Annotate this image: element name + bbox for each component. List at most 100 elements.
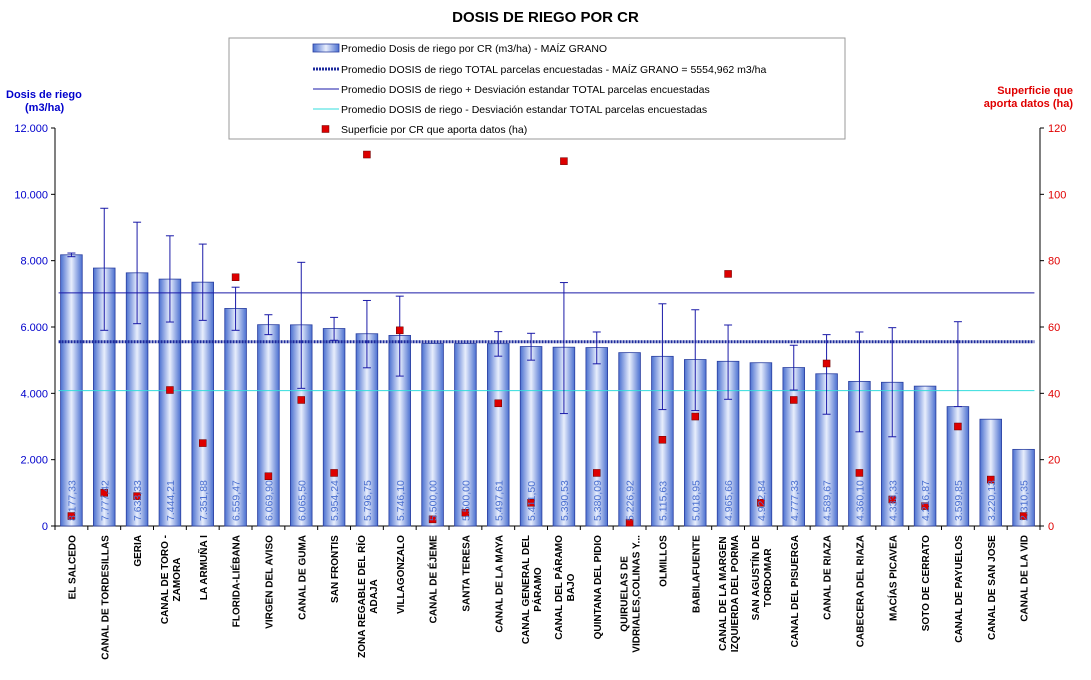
category-label-line: CANAL DEL PISUERGA — [790, 535, 801, 647]
category-label-23: CANAL DEL PISUERGA — [790, 535, 801, 647]
category-label-18: QUIRUELAS DEVIDRIALES,COLINAS Y... — [620, 535, 643, 653]
category-label-4: CANAL DE TORO -ZAMORA — [160, 535, 183, 624]
bar-27 — [913, 385, 937, 527]
value-label-2: 7.777,42 — [99, 480, 111, 521]
category-label-line: CANAL DE LA MAYA — [494, 535, 505, 633]
left-axis-tick-label: 4.000 — [20, 388, 48, 400]
category-label-13: SANTA TERESA — [461, 535, 472, 612]
category-label-26: MACÍAS PICAVEA — [886, 535, 899, 621]
surface-marker-25 — [855, 469, 864, 477]
value-label-29: 3.220,13 — [986, 480, 998, 521]
surface-marker-11 — [396, 326, 404, 335]
category-label-9: SAN FRONTIS — [330, 535, 341, 603]
right-axis-tick-label: 20 — [1048, 455, 1060, 467]
category-label-3: GERIA — [133, 535, 144, 567]
bar-29 — [979, 418, 1002, 527]
surface-marker-12 — [428, 515, 437, 524]
left-axis-tick-label: 8.000 — [20, 256, 48, 268]
surface-marker-28 — [954, 422, 962, 431]
surface-marker-18 — [625, 518, 634, 527]
category-label-line: CANAL DE LA VID — [1020, 535, 1031, 622]
category-label-line: CANAL DEL PÁRAMO — [552, 535, 565, 640]
value-label-17: 5.380,09 — [592, 480, 604, 521]
value-label-28: 3.599,85 — [953, 480, 965, 521]
bar-12 — [421, 343, 444, 527]
category-label-5: LA ARMUÑA I — [197, 535, 210, 600]
category-label-17: QUINTANA DEL PIDIO — [593, 535, 604, 639]
category-label-line: EL SALCEDO — [67, 535, 78, 599]
surface-marker-23 — [790, 396, 798, 404]
left-axis-title-line-2: (m3/ha) — [25, 102, 65, 114]
category-label-11: VILLAGONZALO — [396, 535, 407, 614]
right-axis-tick-label: 80 — [1048, 256, 1060, 268]
category-label-line: LA ARMUÑA I — [197, 535, 210, 600]
category-label-line: CANAL DE TORDESILLAS — [100, 535, 111, 660]
left-axis-tick-label: 2.000 — [20, 455, 48, 467]
legend: Promedio Dosis de riego por CR (m3/ha) -… — [228, 37, 846, 140]
category-label-line: FLORIDA-LIÉBANA — [230, 535, 243, 627]
category-label-6: FLORIDA-LIÉBANA — [230, 535, 243, 627]
surface-marker-9 — [330, 469, 338, 477]
surface-marker-7 — [264, 472, 273, 480]
value-label-5: 7.351,88 — [198, 480, 210, 521]
category-label-line: IZQUIERDA DEL PORMA — [730, 535, 741, 652]
category-label-line: ZAMORA — [172, 558, 183, 602]
category-labels: EL SALCEDO CANAL DE TORDESILLAS GERIA CANAL… — [67, 535, 1030, 660]
category-label-line: CANAL DE SAN JOSE — [987, 535, 998, 640]
category-label-10: ZONA REGABLE DEL RÍOADAJA — [355, 535, 380, 658]
category-label-line: MACÍAS PICAVEA — [886, 535, 899, 621]
category-label-line: SAN AGUSTÍN DE — [749, 535, 762, 621]
category-label-15: CANAL GENERAL DELPÁRAMO — [521, 535, 544, 644]
surface-marker-4 — [166, 386, 174, 394]
right-axis-tick-label: 60 — [1048, 322, 1060, 334]
value-label-19: 5.115,63 — [657, 481, 669, 521]
value-label-26: 4.333,33 — [887, 480, 899, 521]
category-label-line: TORDOMAR — [763, 548, 774, 607]
surface-marker-13 — [461, 508, 470, 517]
category-label-22: SAN AGUSTÍN DETORDOMAR — [749, 535, 774, 621]
surface-marker-6 — [231, 273, 240, 281]
value-label-12: 5.500,00 — [428, 480, 440, 521]
legend-entry-2: Promedio DOSIS de riego TOTAL parcelas e… — [341, 63, 767, 76]
category-label-line: PÁRAMO — [531, 567, 544, 612]
value-label-10: 5.796,75 — [362, 480, 374, 521]
bar-22 — [749, 362, 773, 527]
legend-entry-4: Promedio DOSIS de riego - Desviación est… — [341, 104, 707, 116]
value-label-7: 6.069,90 — [263, 480, 275, 521]
value-label-27: 4.216,87 — [920, 480, 932, 521]
surface-marker-22 — [757, 499, 765, 507]
category-label-line: CABECERA DEL RIAZA — [855, 535, 866, 647]
category-label-line: VIDRIALES,COLINAS Y... — [632, 535, 643, 653]
right-axis-title: Superficie que aporta datos (ha) — [984, 85, 1073, 111]
left-axis-title-line-1: Dosis de riego — [6, 89, 82, 101]
category-label-line: GERIA — [133, 535, 144, 567]
right-axis-tick-label: 120 — [1048, 123, 1066, 135]
surface-marker-2 — [100, 489, 108, 497]
category-label-line: SANTA TERESA — [461, 535, 472, 612]
right-axis-title-line-2: aporta datos (ha) — [983, 98, 1073, 110]
category-label-19: OLMILLOS — [658, 535, 669, 587]
surface-marker-24 — [822, 359, 831, 368]
left-axis-tick-label: 0 — [42, 521, 48, 533]
legend-swatch-bar — [312, 43, 340, 53]
surface-marker-3 — [133, 492, 141, 500]
value-label-4: 7.444,21 — [165, 480, 177, 521]
category-label-29: CANAL DE SAN JOSE — [987, 535, 998, 640]
value-label-20: 5.018,95 — [690, 480, 702, 521]
category-label-16: CANAL DEL PÁRAMOBAJO — [552, 535, 577, 640]
right-axis-tick-label: 0 — [1048, 521, 1054, 533]
value-label-9: 5.954,24 — [329, 480, 341, 521]
surface-marker-8 — [297, 396, 305, 404]
category-label-line: CANAL DE TORO - — [160, 535, 171, 624]
surface-marker-16 — [560, 157, 568, 165]
value-label-11: 5.746,10 — [395, 480, 407, 521]
category-label-line: CANAL DE PAYUELOS — [954, 535, 965, 643]
category-label-line: VILLAGONZALO — [396, 535, 407, 614]
category-label-line: QUIRUELAS DE — [620, 556, 631, 632]
value-label-13: 5.500,00 — [460, 480, 472, 521]
category-label-30: CANAL DE LA VID — [1020, 535, 1031, 622]
value-label-21: 4.965,66 — [723, 480, 735, 521]
error-bars — [67, 207, 962, 438]
category-label-20: BABILAFUENTE — [691, 535, 702, 613]
